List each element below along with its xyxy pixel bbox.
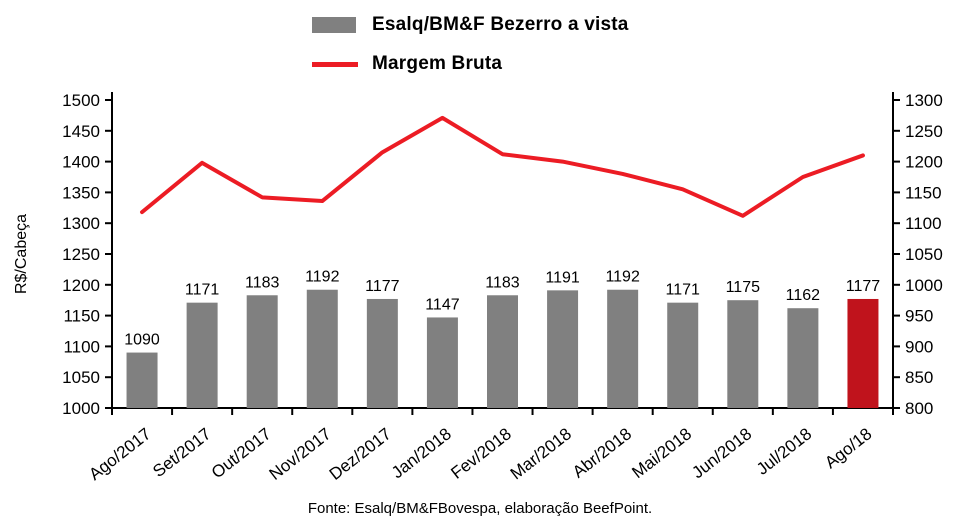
left-axis-tick-label: 1250 bbox=[62, 245, 100, 264]
bar-value-label: 1183 bbox=[245, 274, 280, 291]
bar-value-label: 1192 bbox=[305, 269, 340, 286]
y-axis-title: R$/Cabeça bbox=[13, 214, 30, 294]
bar-value-label: 1090 bbox=[124, 332, 160, 349]
bar-value-label: 1147 bbox=[425, 296, 460, 313]
bar-value-label: 1177 bbox=[846, 278, 881, 295]
bar-value-label: 1171 bbox=[666, 282, 701, 299]
bar-Mai/2018 bbox=[667, 302, 699, 408]
right-axis-tick-label: 1300 bbox=[905, 91, 943, 110]
line-series-label: Margem Bruta bbox=[372, 53, 503, 74]
bar-Set/2017 bbox=[186, 302, 218, 408]
left-axis-tick-label: 1050 bbox=[62, 368, 100, 387]
bar-Out/2017 bbox=[246, 295, 278, 408]
x-axis-label-Mai/2018: Mai/2018 bbox=[628, 424, 695, 482]
right-axis-tick-label: 1250 bbox=[905, 122, 943, 141]
bar-value-label: 1183 bbox=[485, 274, 520, 291]
right-axis-tick-label: 1200 bbox=[905, 153, 943, 172]
source-note: Fonte: Esalq/BM&FBovespa, elaboração Bee… bbox=[307, 500, 653, 517]
line-series-swatch bbox=[312, 61, 358, 67]
bar-Dez/2017 bbox=[366, 298, 398, 408]
x-axis-label-Fev/2018: Fev/2018 bbox=[447, 424, 515, 483]
x-axis-label-Ago/2017: Ago/2017 bbox=[85, 424, 154, 484]
bar-Nov/2017 bbox=[306, 289, 338, 408]
bar-Ago/18 bbox=[847, 298, 879, 408]
left-axis-tick-label: 1450 bbox=[62, 122, 100, 141]
left-axis-tick-label: 1150 bbox=[63, 307, 100, 326]
x-axis-label-Mar/2018: Mar/2018 bbox=[507, 424, 575, 483]
left-axis-tick-label: 1300 bbox=[62, 214, 100, 233]
bar-Abr/2018 bbox=[607, 289, 639, 408]
right-axis-tick-label: 1150 bbox=[905, 183, 942, 202]
bar-Ago/2017 bbox=[126, 352, 158, 408]
line-series-swatch-wrap bbox=[312, 61, 358, 67]
right-axis-tick-label: 850 bbox=[905, 368, 933, 387]
left-axis-tick-label: 1000 bbox=[62, 399, 100, 418]
x-axis-label-Nov/2017: Nov/2017 bbox=[266, 424, 335, 484]
bar-value-label: 1175 bbox=[726, 279, 761, 296]
right-axis-tick-label: 800 bbox=[905, 399, 933, 418]
right-axis-tick-label: 900 bbox=[905, 337, 933, 356]
legend-item-line-series: Margem Bruta bbox=[312, 53, 629, 75]
left-axis-tick-label: 1200 bbox=[62, 276, 100, 295]
left-axis-tick-label: 1100 bbox=[63, 337, 100, 356]
right-axis-tick-label: 1000 bbox=[905, 276, 943, 295]
left-axis-tick-label: 1500 bbox=[62, 91, 100, 110]
chart-legend: Esalq/BM&F Bezerro a vista Margem Bruta bbox=[312, 14, 629, 75]
bar-value-label: 1192 bbox=[605, 269, 640, 286]
bar-value-label: 1177 bbox=[365, 278, 400, 295]
x-axis-label-Jun/2018: Jun/2018 bbox=[688, 424, 755, 482]
x-axis-label-Out/2017: Out/2017 bbox=[208, 424, 275, 482]
left-axis-tick-label: 1350 bbox=[62, 183, 100, 202]
bar-Jun/2018 bbox=[727, 300, 759, 408]
bar-Jan/2018 bbox=[426, 317, 458, 408]
x-axis-label-Abr/2018: Abr/2018 bbox=[569, 424, 635, 481]
legend-item-bar-series: Esalq/BM&F Bezerro a vista bbox=[312, 14, 629, 36]
right-axis-tick-label: 1050 bbox=[905, 245, 943, 264]
bar-value-label: 1162 bbox=[786, 287, 821, 304]
right-axis-tick-label: 1100 bbox=[905, 214, 942, 233]
x-axis-label-Jul/2018: Jul/2018 bbox=[753, 424, 815, 479]
x-axis-label-Set/2017: Set/2017 bbox=[149, 424, 214, 481]
right-axis-tick-label: 950 bbox=[905, 307, 933, 326]
bar-series-swatch bbox=[312, 17, 356, 33]
bar-value-label: 1191 bbox=[545, 269, 580, 286]
bar-Fev/2018 bbox=[487, 295, 518, 408]
x-axis-label-Ago/18: Ago/18 bbox=[821, 424, 875, 472]
bar-series-swatch-wrap bbox=[312, 17, 358, 33]
bar-Jul/2018 bbox=[787, 308, 819, 408]
bar-series-label: Esalq/BM&F Bezerro a vista bbox=[372, 14, 629, 35]
x-axis-label-Dez/2017: Dez/2017 bbox=[326, 424, 395, 484]
bar-value-label: 1171 bbox=[185, 282, 220, 299]
line-series-margem-bruta bbox=[140, 115, 865, 218]
x-axis-label-Jan/2018: Jan/2018 bbox=[388, 424, 455, 482]
left-axis-tick-label: 1400 bbox=[62, 153, 100, 172]
bar-Mar/2018 bbox=[547, 290, 579, 408]
